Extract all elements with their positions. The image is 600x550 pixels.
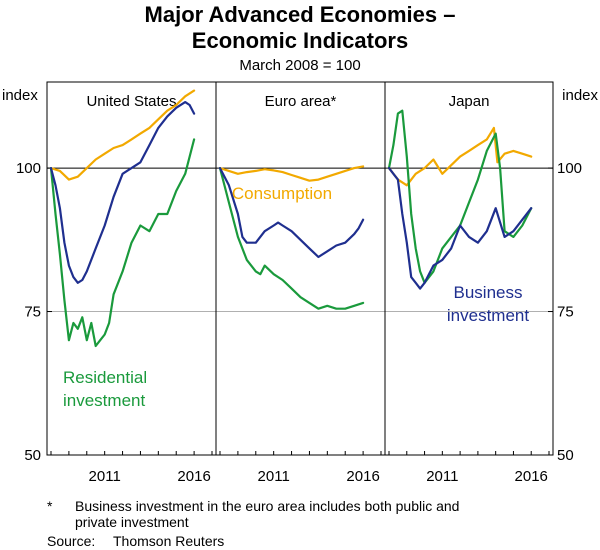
series-line-consumption	[387, 126, 533, 187]
chart-title-line-1: Major Advanced Economies –	[144, 2, 456, 27]
x-tick-label: 2016	[515, 468, 548, 485]
footnote-line-1: Business investment in the euro area inc…	[75, 498, 460, 514]
y-tick-label-right: 100	[557, 160, 582, 177]
y-tick-label-left: 100	[16, 160, 41, 177]
series-line-consumption	[49, 89, 196, 181]
panel-title: United States	[86, 93, 176, 110]
footnote-line-2: private investment	[75, 514, 189, 530]
x-tick-label: 2016	[177, 468, 210, 485]
series-line-business	[49, 100, 196, 284]
series-line-residential	[218, 167, 365, 310]
x-tick-label: 2011	[258, 468, 290, 485]
plot-frame	[46, 81, 554, 456]
chart-subtitle: March 2008 = 100	[239, 57, 361, 74]
x-tick-label: 2011	[89, 468, 121, 485]
x-tick-label: 2011	[426, 468, 458, 485]
footnote-marker: *	[47, 498, 53, 514]
panel-title: Euro area*	[265, 93, 337, 110]
panel-title: Japan	[449, 93, 490, 110]
source-label: Source:	[47, 533, 96, 549]
y-tick-label-left: 50	[24, 447, 41, 464]
annotation-residential-line2: investment	[63, 391, 145, 410]
chart-title-line-2: Economic Indicators	[191, 28, 409, 53]
y-tick-label-right: 50	[557, 447, 574, 464]
annotation-consumption: Consumption	[232, 184, 332, 203]
annotation-business-line1: Business	[454, 283, 523, 302]
source-text: Thomson Reuters	[113, 533, 225, 549]
series-line-business	[218, 167, 365, 259]
series-line-residential	[387, 109, 533, 284]
x-tick-label: 2016	[346, 468, 379, 485]
series-line-consumption	[218, 165, 365, 182]
series-line-residential	[49, 138, 196, 348]
y-axis-label-right: index	[562, 87, 598, 104]
annotation-business-line2: investment	[447, 306, 529, 325]
y-axis-label-left: index	[2, 87, 38, 104]
y-tick-label-left: 75	[24, 304, 41, 321]
y-tick-label-right: 75	[557, 304, 574, 321]
series-line-business	[387, 167, 533, 290]
annotation-residential-line1: Residential	[63, 368, 147, 387]
